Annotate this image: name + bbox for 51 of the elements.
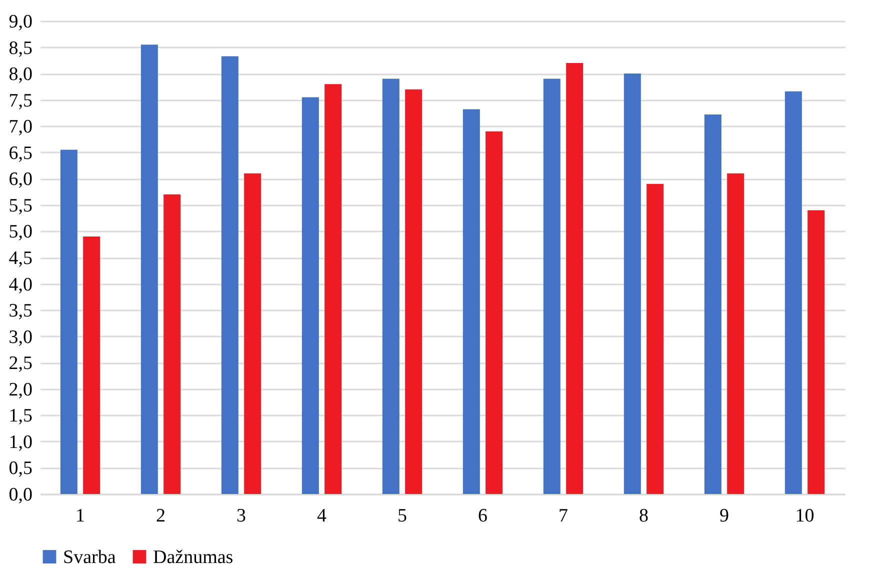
y-tick-label: 1,0: [8, 432, 32, 453]
x-tick-label: 2: [156, 506, 166, 526]
y-tick-label: 4,0: [8, 274, 32, 296]
y-tick-label: 7,5: [8, 90, 32, 112]
y-tick-label: 9,0: [8, 12, 32, 32]
y-tick-label: 8,0: [8, 64, 32, 86]
y-tick-label: 8,5: [8, 38, 32, 59]
x-tick-label: 10: [795, 506, 814, 526]
y-tick-label: 2,5: [8, 353, 32, 374]
x-tick-label: 9: [720, 506, 729, 526]
legend-label: Dažnumas: [153, 546, 234, 568]
y-tick-label: 5,5: [8, 195, 32, 216]
bar: [704, 114, 722, 494]
bar: [784, 91, 802, 494]
y-tick-label: 5,0: [8, 222, 32, 243]
bar: [244, 173, 262, 494]
bar: [164, 194, 181, 494]
y-tick-label: 6,5: [8, 142, 32, 164]
bar: [140, 44, 158, 494]
bar: [221, 56, 238, 494]
bar: [727, 173, 744, 494]
y-tick-label: 0,5: [8, 458, 32, 480]
x-tick-label: 5: [398, 506, 407, 526]
y-tick-label: 0,0: [8, 484, 32, 506]
y-tick-label: 7,0: [8, 116, 32, 138]
bar: [405, 89, 422, 494]
x-tick-label: 6: [478, 506, 488, 526]
x-tick-label: 3: [236, 506, 246, 526]
bar: [486, 131, 503, 494]
y-tick-label: 4,5: [8, 248, 32, 269]
x-tick-label: 4: [317, 506, 327, 526]
x-tick-label: 1: [76, 506, 85, 526]
x-tick-label: 8: [639, 506, 648, 526]
bar: [324, 84, 342, 494]
y-tick-label: 2,0: [8, 379, 32, 400]
bar: [808, 210, 825, 494]
x-tick-label: 7: [558, 506, 568, 526]
bar: [566, 63, 584, 494]
bar: [646, 184, 664, 494]
bar: [543, 78, 560, 494]
bar: [624, 74, 641, 494]
y-tick-label: 3,5: [8, 300, 32, 322]
bar: [462, 109, 480, 494]
bar: [302, 97, 319, 494]
y-tick-label: 6,0: [8, 169, 32, 190]
bar: [382, 78, 400, 494]
y-tick-label: 1,5: [8, 406, 32, 427]
bar: [60, 150, 78, 494]
legend-label: Svarba: [63, 546, 116, 568]
y-tick-label: 3,0: [8, 326, 32, 348]
bar: [83, 236, 100, 494]
